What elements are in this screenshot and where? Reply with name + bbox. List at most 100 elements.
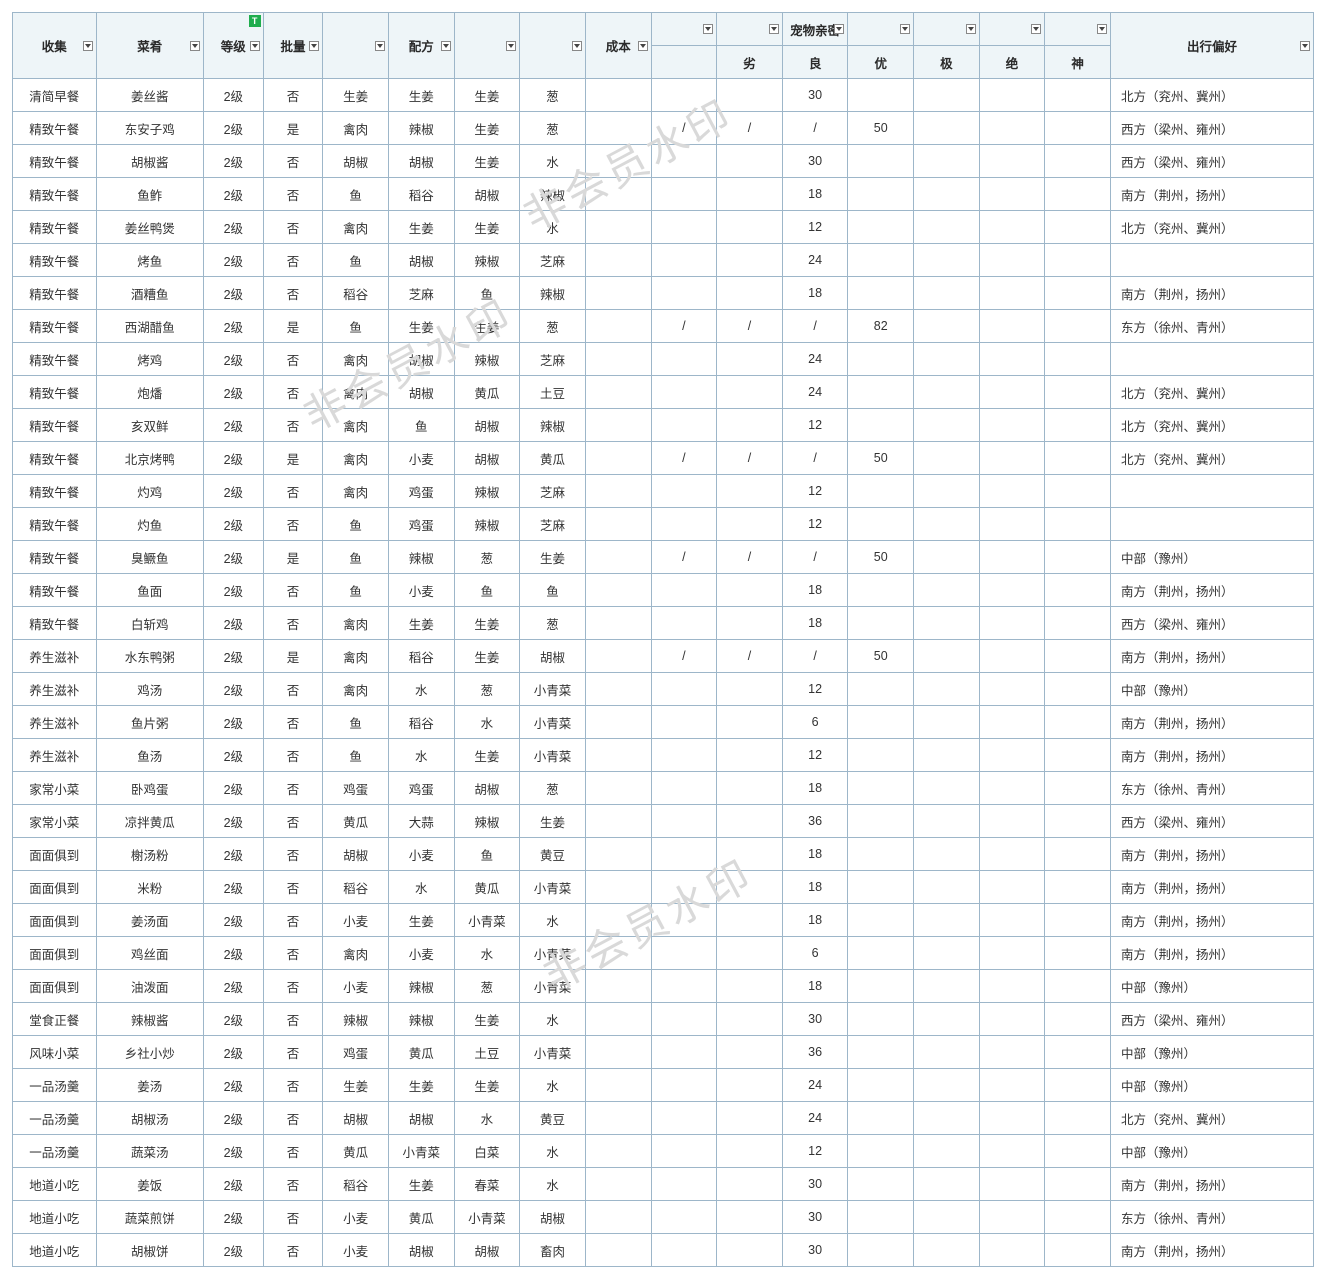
column-header[interactable] (717, 13, 783, 46)
table-cell: 小麦 (388, 937, 454, 970)
table-cell: 否 (263, 838, 323, 871)
table-cell (1045, 310, 1111, 343)
filter-dropdown-icon[interactable] (769, 24, 779, 34)
column-header[interactable]: 等级T (203, 13, 263, 79)
table-cell: 2级 (203, 805, 263, 838)
table-cell: 6 (782, 706, 848, 739)
column-header[interactable] (454, 13, 520, 79)
table-cell: 姜汤面 (96, 904, 203, 937)
table-cell (1045, 1036, 1111, 1069)
column-header[interactable]: 神 (1045, 46, 1111, 79)
table-cell: 生姜 (388, 79, 454, 112)
filter-dropdown-icon[interactable] (1300, 41, 1310, 51)
table-cell (979, 541, 1045, 574)
table-cell (979, 1102, 1045, 1135)
column-header[interactable] (1045, 13, 1111, 46)
filter-dropdown-icon[interactable] (1031, 24, 1041, 34)
filter-dropdown-icon[interactable] (703, 24, 713, 34)
table-cell (1045, 1201, 1111, 1234)
table-cell: 2级 (203, 277, 263, 310)
filter-dropdown-icon[interactable] (375, 41, 385, 51)
table-cell: / (651, 310, 717, 343)
column-header[interactable]: 极 (914, 46, 980, 79)
table-cell: 2级 (203, 640, 263, 673)
column-header[interactable] (979, 13, 1045, 46)
table-cell: 24 (782, 244, 848, 277)
column-header[interactable]: 绝 (979, 46, 1045, 79)
column-header[interactable]: 菜肴 (96, 13, 203, 79)
filter-dropdown-icon[interactable] (1097, 24, 1107, 34)
table-cell (585, 112, 651, 145)
table-cell (848, 838, 914, 871)
table-cell: / (717, 640, 783, 673)
table-cell (1045, 904, 1111, 937)
column-header[interactable]: 出行偏好 (1111, 13, 1314, 79)
table-cell (717, 211, 783, 244)
column-header[interactable] (323, 13, 389, 79)
filter-dropdown-icon[interactable] (834, 24, 844, 34)
filter-dropdown-icon[interactable] (309, 41, 319, 51)
table-row: 养生滋补鱼汤2级否鱼水生姜小青菜12南方（荆州，扬州） (13, 739, 1314, 772)
column-header[interactable]: 配方 (388, 13, 454, 79)
column-header[interactable]: 收集 (13, 13, 97, 79)
column-header[interactable]: 宠物亲密 (782, 13, 848, 46)
column-header[interactable] (651, 46, 717, 79)
table-cell: 西湖醋鱼 (96, 310, 203, 343)
table-cell: 精致午餐 (13, 376, 97, 409)
table-cell (1045, 508, 1111, 541)
table-cell: 辣椒 (520, 277, 586, 310)
filter-dropdown-icon[interactable] (572, 41, 582, 51)
table-cell (1045, 706, 1111, 739)
table-cell: 禽肉 (323, 343, 389, 376)
column-header[interactable] (651, 13, 717, 46)
filter-dropdown-icon[interactable] (900, 24, 910, 34)
column-header[interactable]: 劣 (717, 46, 783, 79)
column-header[interactable] (848, 13, 914, 46)
table-cell (585, 1036, 651, 1069)
table-cell: 地道小吃 (13, 1234, 97, 1267)
table-cell: 胡椒 (323, 145, 389, 178)
table-cell: 精致午餐 (13, 442, 97, 475)
table-row: 精致午餐亥双鲜2级否禽肉鱼胡椒辣椒12北方（兖州、冀州） (13, 409, 1314, 442)
filter-dropdown-icon[interactable] (506, 41, 516, 51)
table-cell: 中部（豫州） (1111, 970, 1314, 1003)
table-cell: 2级 (203, 970, 263, 1003)
table-cell: 2级 (203, 607, 263, 640)
table-cell (717, 1102, 783, 1135)
table-cell (651, 706, 717, 739)
filter-dropdown-icon[interactable] (83, 41, 93, 51)
filter-dropdown-icon[interactable] (250, 41, 260, 51)
table-cell (848, 211, 914, 244)
table-row: 精致午餐鱼鲊2级否鱼稻谷胡椒辣椒18南方（荆州，扬州） (13, 178, 1314, 211)
table-cell: 鱼鲊 (96, 178, 203, 211)
table-cell: 否 (263, 772, 323, 805)
filter-dropdown-icon[interactable] (441, 41, 451, 51)
table-cell (848, 1069, 914, 1102)
table-cell (585, 541, 651, 574)
column-header[interactable]: 优 (848, 46, 914, 79)
column-header[interactable]: 良 (782, 46, 848, 79)
filter-dropdown-icon[interactable] (638, 41, 648, 51)
table-cell: 土豆 (520, 376, 586, 409)
filter-dropdown-icon[interactable] (190, 41, 200, 51)
column-header[interactable]: 成本 (585, 13, 651, 79)
table-cell (914, 79, 980, 112)
table-cell: 鱼 (323, 541, 389, 574)
table-cell: 精致午餐 (13, 310, 97, 343)
table-cell (1045, 607, 1111, 640)
table-cell: 卧鸡蛋 (96, 772, 203, 805)
column-header[interactable]: 批量 (263, 13, 323, 79)
column-header[interactable] (520, 13, 586, 79)
table-cell (1111, 343, 1314, 376)
column-header[interactable] (914, 13, 980, 46)
table-cell: 禽肉 (323, 640, 389, 673)
table-cell: 生姜 (388, 310, 454, 343)
table-cell (914, 772, 980, 805)
table-cell (914, 541, 980, 574)
filter-dropdown-icon[interactable] (966, 24, 976, 34)
table-cell (1045, 178, 1111, 211)
table-cell: 精致午餐 (13, 541, 97, 574)
table-cell (585, 508, 651, 541)
table-cell (717, 706, 783, 739)
table-cell: 胡椒 (454, 442, 520, 475)
